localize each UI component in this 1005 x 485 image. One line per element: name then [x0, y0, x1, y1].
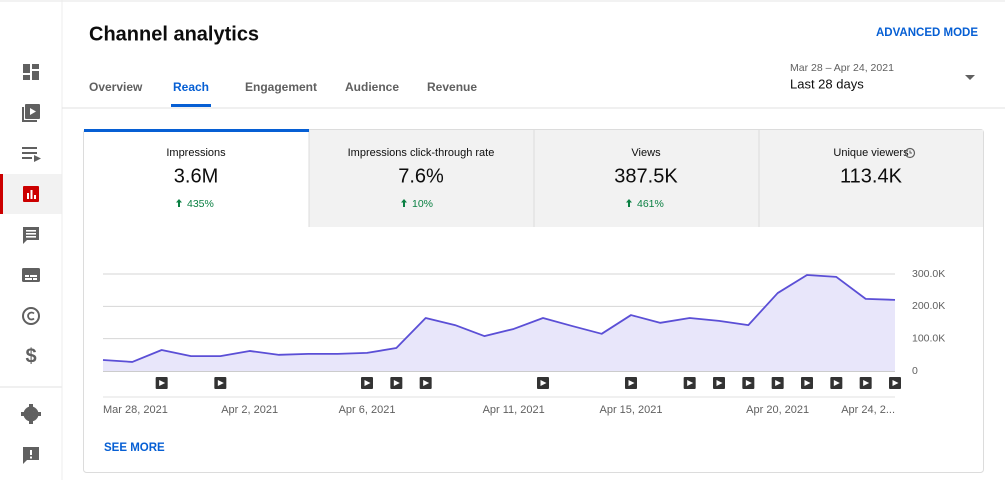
y-tick-label: 200.0K	[912, 300, 945, 312]
copyright-icon[interactable]	[22, 307, 40, 325]
y-tick-label: 100.0K	[912, 332, 945, 344]
metric-tiles-bg	[309, 130, 983, 227]
video-marker-play	[745, 380, 752, 386]
x-tick-label: Apr 15, 2021	[600, 404, 663, 416]
metric-change: 10%	[412, 198, 433, 210]
x-tick-label: Apr 2, 2021	[221, 404, 278, 416]
video-marker-play	[863, 380, 870, 386]
video-marker-play	[716, 380, 723, 386]
video-marker-play	[775, 380, 782, 386]
selected-indicator	[0, 174, 3, 214]
monetization-icon[interactable]: $	[25, 345, 36, 367]
up-arrow-icon	[626, 199, 632, 207]
info-clock-icon[interactable]	[904, 147, 916, 159]
video-marker-play	[892, 380, 899, 386]
video-marker-play	[393, 380, 400, 386]
dropdown-arrow	[965, 75, 975, 80]
video-marker-play	[687, 380, 694, 386]
date-range: Mar 28 – Apr 24, 2021	[790, 62, 894, 74]
playlists-icon[interactable]	[22, 147, 41, 162]
up-arrow-icon	[176, 199, 182, 207]
up-arrow-icon	[401, 199, 407, 207]
analytics-icon[interactable]	[23, 186, 39, 202]
video-marker-play	[540, 380, 547, 386]
x-tick-label: Apr 24, 2...	[841, 404, 895, 416]
y-tick-label: 300.0K	[912, 268, 945, 280]
metric-value: 113.4K	[840, 165, 903, 187]
video-marker-play	[159, 380, 166, 386]
metric-value: 387.5K	[614, 165, 678, 187]
metric-value: 3.6M	[174, 165, 218, 187]
metric-label: Impressions click-through rate	[348, 147, 495, 159]
x-tick-label: Mar 28, 2021	[103, 404, 168, 416]
line	[102, 274, 896, 363]
video-marker-play	[804, 380, 811, 386]
tab-selected[interactable]: Reach	[173, 80, 209, 94]
x-tick-label: Apr 11, 2021	[483, 404, 545, 416]
metric-change: 435%	[187, 198, 214, 210]
video-marker-play	[628, 380, 635, 386]
x-tick-label: Apr 6, 2021	[339, 404, 396, 416]
video-marker-play	[833, 380, 840, 386]
x-tick-label: Apr 20, 2021	[746, 404, 809, 416]
page-title: Channel analytics	[89, 23, 259, 45]
info-clock-hands	[909, 150, 912, 154]
tab[interactable]: Revenue	[427, 80, 477, 94]
metric-label: Views	[631, 147, 661, 159]
metric-label: Unique viewers	[833, 147, 909, 159]
metric-change: 461%	[637, 198, 664, 210]
selected-tile-indicator	[84, 129, 309, 132]
settings-icon[interactable]	[21, 404, 41, 424]
video-marker-play	[364, 380, 371, 386]
feedback-icon[interactable]	[23, 447, 39, 464]
comments-icon[interactable]	[23, 227, 39, 244]
tab[interactable]: Audience	[345, 80, 399, 94]
tab[interactable]: Overview	[89, 80, 143, 94]
advanced-mode-button[interactable]: ADVANCED MODE	[876, 27, 978, 39]
area	[103, 274, 895, 371]
date-range-picker[interactable]: Mar 28 – Apr 24, 2021 Last 28 days	[790, 62, 975, 92]
sidebar: $	[0, 64, 62, 464]
tab[interactable]: Engagement	[245, 80, 317, 94]
date-period: Last 28 days	[790, 76, 864, 91]
video-marker-play	[423, 380, 430, 386]
content-icon[interactable]	[22, 104, 40, 122]
tab-indicator	[171, 104, 211, 107]
metric-value: 7.6%	[398, 165, 444, 187]
dashboard-icon[interactable]	[23, 64, 39, 80]
see-more-button[interactable]: SEE MORE	[104, 442, 165, 454]
y-tick-label: 0	[912, 365, 918, 377]
metric-label: Impressions	[166, 147, 226, 159]
subtitles-icon[interactable]	[22, 268, 40, 282]
video-marker-play	[217, 380, 224, 386]
